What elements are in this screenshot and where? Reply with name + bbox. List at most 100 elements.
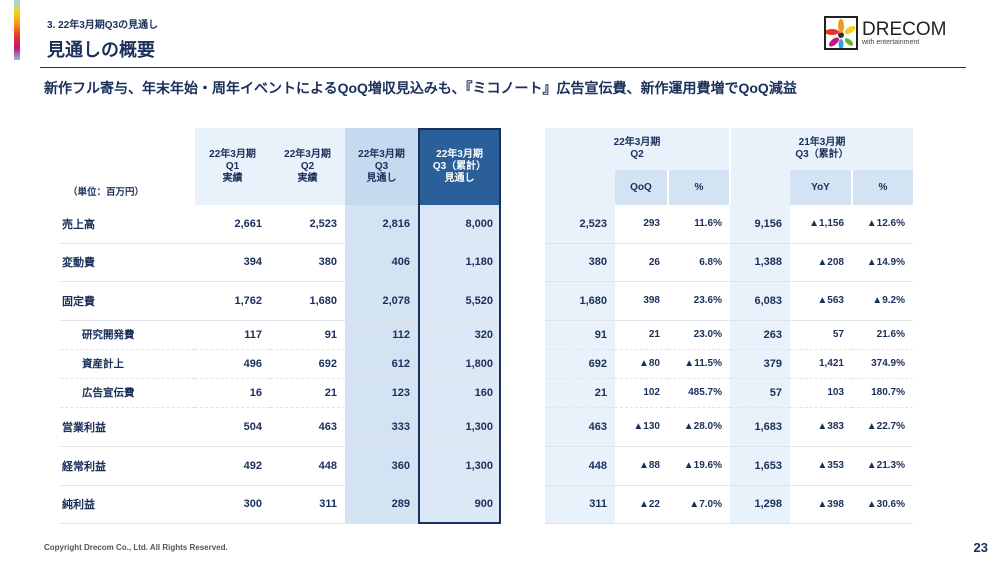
cell-value: 2,078 — [345, 281, 418, 321]
cell-value: 333 — [345, 407, 418, 447]
cell-value: 379 — [730, 349, 790, 379]
cell-value: 612 — [345, 349, 418, 379]
table-row: 純利益 300 311 289 900 — [60, 485, 501, 524]
cell-value: 289 — [345, 485, 418, 524]
cell-value: 504 — [195, 407, 270, 447]
copyright: Copyright Drecom Co., Ltd. All Rights Re… — [44, 543, 228, 552]
cell-value: 117 — [195, 320, 270, 350]
cell-value: ▲353 — [790, 446, 852, 486]
table-row: 売上高 2,661 2,523 2,816 8,000 — [60, 205, 501, 244]
table-row: 1,680 398 23.6% 6,083 ▲563 ▲9.2% — [545, 281, 913, 321]
table-row: 広告宣伝費 16 21 123 160 — [60, 378, 501, 408]
table-row: 380 26 6.8% 1,388 ▲208 ▲14.9% — [545, 243, 913, 282]
cell-value: 57 — [730, 378, 790, 408]
cell-value: 360 — [345, 446, 418, 486]
cell-value: 26 — [615, 243, 668, 282]
table-row: 固定費 1,762 1,680 2,078 5,520 — [60, 281, 501, 321]
cell-value: 485.7% — [668, 378, 730, 408]
cell-value: ▲1,156 — [790, 205, 852, 244]
row-label: 固定費 — [60, 281, 195, 321]
cell-value: 2,661 — [195, 205, 270, 244]
cell-value: ▲19.6% — [668, 446, 730, 486]
cell-value: 180.7% — [852, 378, 913, 408]
cell-value: 1,762 — [195, 281, 270, 321]
cell-value: 21 — [270, 378, 345, 408]
unit-label: （単位：百万円） — [68, 187, 145, 198]
table-row: 91 21 23.0% 263 57 21.6% — [545, 320, 913, 350]
table-row: 2,523 293 11.6% 9,156 ▲1,156 ▲12.6% — [545, 205, 913, 244]
cell-value: 1,683 — [730, 407, 790, 447]
cell-value: 380 — [270, 243, 345, 282]
cell-value: 311 — [545, 485, 615, 524]
cell-value: 692 — [545, 349, 615, 379]
cell-value: 448 — [545, 446, 615, 486]
cell-value: 463 — [270, 407, 345, 447]
cell-value: 2,816 — [345, 205, 418, 244]
cell-value: 21.6% — [852, 320, 913, 350]
cell-value: 492 — [195, 446, 270, 486]
row-label: 営業利益 — [60, 407, 195, 447]
row-label: 変動費 — [60, 243, 195, 282]
cell-value: 1,180 — [418, 243, 501, 282]
table-row: 営業利益 504 463 333 1,300 — [60, 407, 501, 447]
cell-value: 380 — [545, 243, 615, 282]
cell-value: 311 — [270, 485, 345, 524]
row-label: 純利益 — [60, 485, 195, 524]
cell-value: 21 — [545, 378, 615, 408]
cell-value: 1,680 — [270, 281, 345, 321]
cell-value: 374.9% — [852, 349, 913, 379]
cell-value: 21 — [615, 320, 668, 350]
group-header: 22年3月期 Q2 — [545, 128, 730, 170]
cell-value: 1,300 — [418, 407, 501, 447]
cell-value: 692 — [270, 349, 345, 379]
table-row: 311 ▲22 ▲7.0% 1,298 ▲398 ▲30.6% — [545, 485, 913, 524]
headline: 新作フル寄与、年末年始・周年イベントによるQoQ増収見込みも、『ミコノート』広告… — [44, 80, 797, 96]
cell-value: 406 — [345, 243, 418, 282]
cell-value: ▲208 — [790, 243, 852, 282]
group-header: 21年3月期 Q3（累計） — [729, 128, 913, 170]
cell-value: 11.6% — [668, 205, 730, 244]
page-title: 見通しの概要 — [47, 40, 155, 60]
cell-value: 103 — [790, 378, 852, 408]
section-label: 3. 22年3月期Q3の見通し — [47, 20, 159, 31]
cell-value: 1,800 — [418, 349, 501, 379]
col-header: 22年3月期 Q1 実績 — [195, 128, 270, 205]
table-row: 研究開発費 117 91 112 320 — [60, 320, 501, 350]
table-row: 463 ▲130 ▲28.0% 1,683 ▲383 ▲22.7% — [545, 407, 913, 447]
table-row: 448 ▲88 ▲19.6% 1,653 ▲353 ▲21.3% — [545, 446, 913, 486]
cell-value: 9,156 — [730, 205, 790, 244]
row-label: 研究開発費 — [60, 320, 195, 350]
cell-value: 300 — [195, 485, 270, 524]
cell-value: 16 — [195, 378, 270, 408]
divider — [40, 67, 966, 68]
table-row: 692 ▲80 ▲11.5% 379 1,421 374.9% — [545, 349, 913, 379]
sub-header: % — [852, 170, 913, 205]
col-header: 22年3月期 Q2 実績 — [270, 128, 345, 205]
cell-value: 91 — [545, 320, 615, 350]
summary-table: （単位：百万円） 22年3月期 Q1 実績 22年3月期 Q2 実績 22年3月期 Q3 見… — [60, 128, 501, 524]
cell-value: 102 — [615, 378, 668, 408]
cell-value: ▲80 — [615, 349, 668, 379]
cell-value: 293 — [615, 205, 668, 244]
cell-value: 112 — [345, 320, 418, 350]
cell-value: 1,421 — [790, 349, 852, 379]
cell-value: 1,388 — [730, 243, 790, 282]
accent-bar — [14, 0, 20, 60]
cell-value: 1,653 — [730, 446, 790, 486]
row-label: 資産計上 — [60, 349, 195, 379]
cell-value: 160 — [418, 378, 501, 408]
sub-header: % — [668, 170, 730, 205]
cell-value: 2,523 — [270, 205, 345, 244]
logo: DRECOM with entertainment — [824, 16, 946, 50]
row-label: 売上高 — [60, 205, 195, 244]
cell-value: 23.0% — [668, 320, 730, 350]
flower-icon — [824, 16, 858, 50]
cell-value: 320 — [418, 320, 501, 350]
cell-value: 91 — [270, 320, 345, 350]
cell-value: 6.8% — [668, 243, 730, 282]
cell-value: 900 — [418, 485, 501, 524]
cell-value: 23.6% — [668, 281, 730, 321]
cell-value: ▲30.6% — [852, 485, 913, 524]
cell-value: 394 — [195, 243, 270, 282]
cell-value: ▲12.6% — [852, 205, 913, 244]
